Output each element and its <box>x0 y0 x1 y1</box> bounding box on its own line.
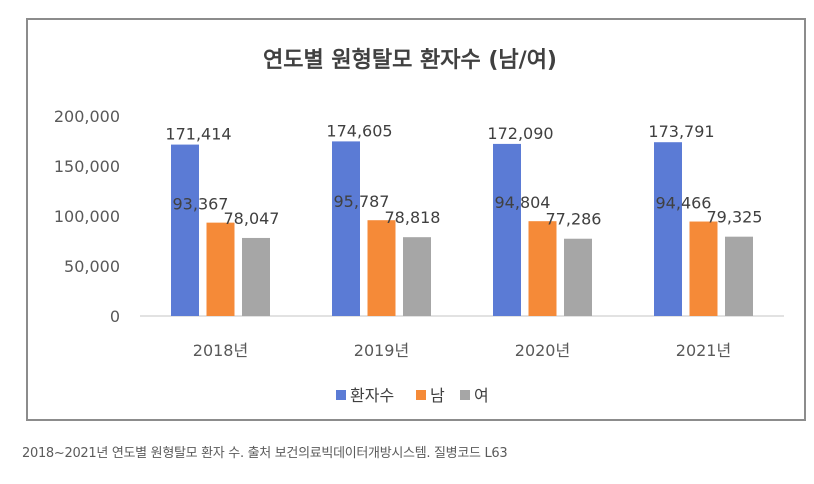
legend-label-남: 남 <box>430 386 445 405</box>
y-tick-label: 100,000 <box>54 207 120 226</box>
data-label: 78,818 <box>385 208 441 227</box>
bar-환자수-2021년 <box>654 142 682 316</box>
bar-chart: 연도별 원형탈모 환자수 (남/여) 0 50,000 100,000 150,000… <box>54 48 784 405</box>
x-tick-label: 2019년 <box>354 341 409 360</box>
data-label: 93,367 <box>173 195 229 214</box>
axis-layer: 0 50,000 100,000 150,000 200,000 2018년 2019년 20… <box>54 107 784 360</box>
bar-남-2020년 <box>528 221 557 316</box>
bars-layer <box>171 141 753 316</box>
y-tick-label: 150,000 <box>54 157 120 176</box>
bar-남-2018년 <box>206 222 235 316</box>
data-label: 94,466 <box>656 194 712 213</box>
bar-여-2019년 <box>403 237 431 316</box>
chart-title: 연도별 원형탈모 환자수 (남/여) <box>263 48 557 73</box>
data-label: 94,804 <box>495 193 551 212</box>
legend-swatch-남 <box>416 390 426 400</box>
legend-label-환자수: 환자수 <box>350 386 394 405</box>
data-label: 77,286 <box>546 210 602 229</box>
data-label: 172,090 <box>487 124 553 143</box>
data-label: 174,605 <box>326 121 392 140</box>
data-label: 78,047 <box>224 209 280 228</box>
data-label: 173,791 <box>648 122 714 141</box>
y-tick-label: 0 <box>110 307 120 326</box>
bar-여-2018년 <box>242 237 270 316</box>
bar-남-2019년 <box>367 220 396 316</box>
data-label: 171,414 <box>165 125 231 144</box>
bar-여-2020년 <box>564 238 592 316</box>
legend: 환자수 남 여 <box>336 386 489 405</box>
figure-caption: 2018~2021년 연도별 원형탈모 환자 수. 출처 보건의료빅데이터개방시… <box>22 446 508 461</box>
data-label: 79,325 <box>707 208 763 227</box>
legend-swatch-환자수 <box>336 390 346 400</box>
bar-환자수-2020년 <box>493 143 521 316</box>
bar-남-2021년 <box>689 221 718 316</box>
data-label: 95,787 <box>334 192 390 211</box>
bar-여-2021년 <box>725 236 753 316</box>
legend-swatch-여 <box>460 390 470 400</box>
bar-환자수-2018년 <box>171 144 199 316</box>
x-tick-label: 2021년 <box>676 341 731 360</box>
legend-label-여: 여 <box>474 386 489 405</box>
x-tick-label: 2018년 <box>193 341 248 360</box>
y-tick-label: 200,000 <box>54 107 120 126</box>
y-tick-label: 50,000 <box>64 257 120 276</box>
x-tick-label: 2020년 <box>515 341 570 360</box>
bar-환자수-2019년 <box>332 141 360 316</box>
chart-frame: 연도별 원형탈모 환자수 (남/여) 0 50,000 100,000 150,000… <box>26 18 806 421</box>
